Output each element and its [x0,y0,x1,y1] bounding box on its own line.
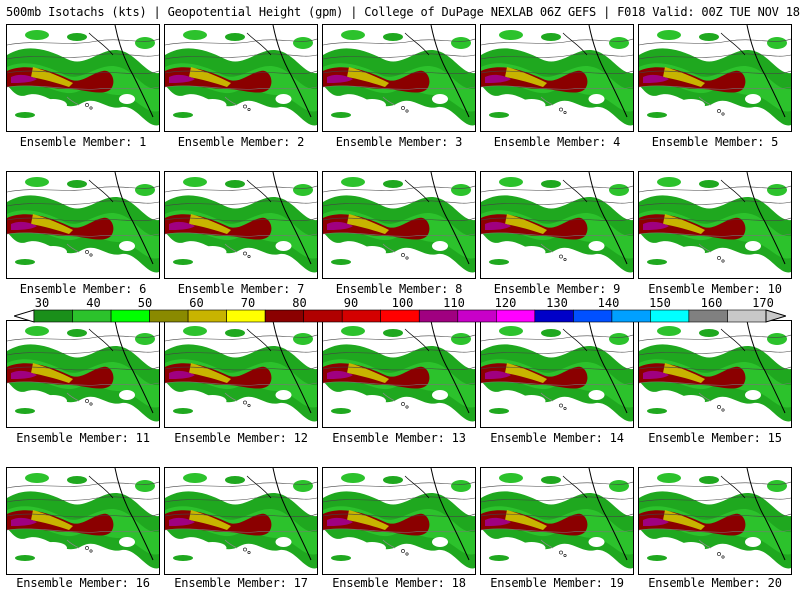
ensemble-member-label: Ensemble Member: 2 [177,135,305,149]
ensemble-member-label: Ensemble Member: 17 [174,576,308,590]
colorbar-tick-label: 150 [649,296,671,310]
ensemble-member-label: Ensemble Member: 3 [335,135,463,149]
colorbar-segment [187,309,227,323]
ensemble-member-label: Ensemble Member: 8 [335,282,463,296]
colorbar-segment [688,309,728,323]
ensemble-map-panel [322,171,476,279]
ensemble-member-label: Ensemble Member: 10 [648,282,782,296]
ensemble-member-label: Ensemble Member: 14 [490,431,624,445]
colorbar-tick-label: 100 [391,296,414,310]
ensemble-map-panel [6,320,160,428]
ensemble-map-panel [164,320,318,428]
colorbar-tick-label: 140 [597,296,620,310]
colorbar-segment [149,309,189,323]
colorbar-segment [611,309,651,323]
ensemble-map-panel [164,467,318,575]
colorbar-segment [72,309,112,323]
colorbar-tick-label: 30 [34,296,50,310]
ensemble-member-label: Ensemble Member: 5 [651,135,779,149]
colorbar-segment [341,309,382,323]
ensemble-member-label: Ensemble Member: 1 [19,135,147,149]
ensemble-member-label: Ensemble Member: 7 [177,282,305,296]
colorbar-tick-label: 110 [443,296,465,310]
colorbar-segment [110,309,150,323]
colorbar-segment [33,309,73,323]
colorbar-segment [573,309,613,323]
colorbar-segment [495,309,536,323]
figure-title: 500mb Isotachs (kts) | Geopotential Heig… [6,5,800,19]
ensemble-map-panel [480,320,634,428]
ensemble-member-label: Ensemble Member: 13 [332,431,466,445]
colorbar-tick-label: 50 [137,296,153,310]
ensemble-member-label: Ensemble Member: 6 [19,282,147,296]
ensemble-map-panel [6,467,160,575]
ensemble-map-panel [638,320,792,428]
ensemble-map-panel [164,24,318,132]
colorbar-segment [727,309,767,323]
colorbar-min-arrow [14,309,35,323]
colorbar-segment [303,309,343,323]
colorbar-segment [457,309,497,323]
colorbar-segment [226,309,266,323]
colorbar-segment [264,309,304,323]
ensemble-member-label: Ensemble Member: 20 [648,576,782,590]
colorbar-segment [534,309,574,323]
ensemble-map-panel [322,320,476,428]
ensemble-map-panel [6,24,160,132]
ensemble-map-panel [638,24,792,132]
ensemble-map-panel [480,171,634,279]
colorbar-segment [650,309,690,323]
colorbar-segment [418,309,459,323]
ensemble-member-label: Ensemble Member: 4 [493,135,621,149]
colorbar-tick-label: 130 [546,296,568,310]
ensemble-map-panel [638,467,792,575]
ensemble-map-panel [164,171,318,279]
colorbar-tick-label: 60 [189,296,204,310]
ensemble-member-label: Ensemble Member: 16 [16,576,150,590]
ensemble-member-label: Ensemble Member: 12 [174,431,308,445]
ensemble-map-panel [480,467,634,575]
ensemble-member-label: Ensemble Member: 9 [493,282,621,296]
ensemble-member-label: Ensemble Member: 18 [332,576,466,590]
ensemble-map-panel [322,467,476,575]
colorbar-tick-label: 160 [700,296,723,310]
ensemble-member-label: Ensemble Member: 15 [648,431,782,445]
ensemble-map-panel [6,171,160,279]
colorbar-max-arrow [765,309,786,323]
ensemble-map-panel [480,24,634,132]
colorbar-tick-label: 80 [292,296,307,310]
isotach-colorbar [14,309,786,323]
ensemble-map-panel [638,171,792,279]
colorbar-tick-label: 40 [86,296,101,310]
colorbar-tick-label: 120 [494,296,517,310]
colorbar-segment [380,309,420,323]
colorbar-tick-label: 70 [240,296,256,310]
ensemble-member-label: Ensemble Member: 19 [490,576,624,590]
colorbar-tick-label: 170 [752,296,774,310]
ensemble-map-panel [322,24,476,132]
ensemble-member-label: Ensemble Member: 11 [16,431,150,445]
colorbar-tick-label: 90 [343,296,359,310]
